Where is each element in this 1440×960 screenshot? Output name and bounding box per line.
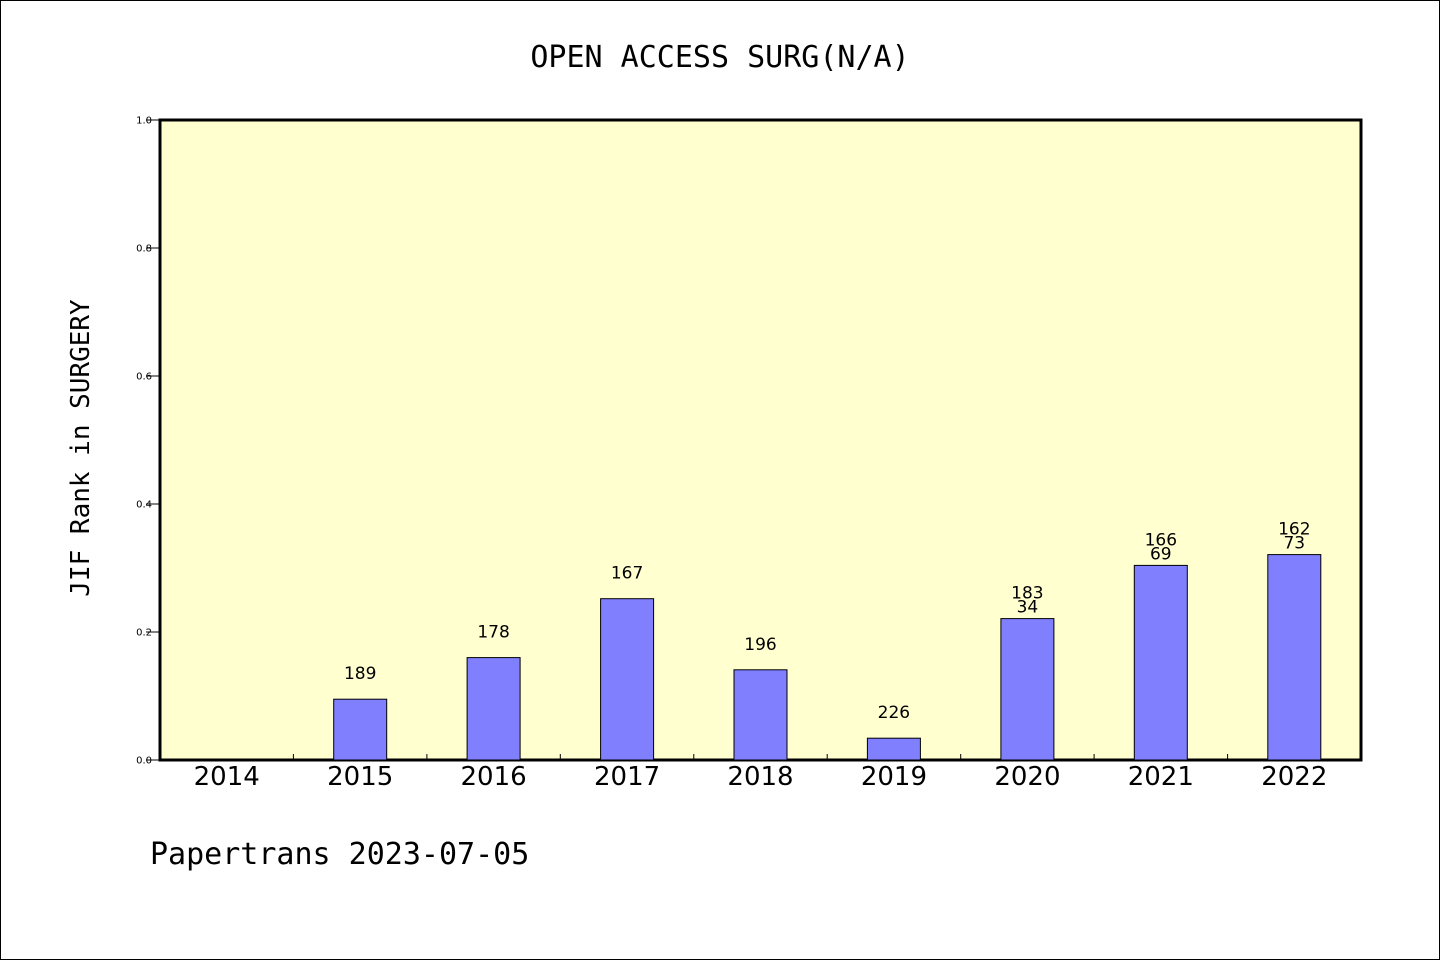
bar-value-label-2020-1: 34	[1017, 598, 1039, 618]
bar-value-label-2021-1: 69	[1150, 544, 1172, 564]
bar-value-label-2017-0: 167	[611, 564, 643, 584]
bar-2018	[733, 669, 788, 761]
bar-2017	[600, 598, 655, 761]
bar-value-label-2022-1: 73	[1283, 534, 1305, 554]
bar-value-label-2020-0: 183	[1011, 584, 1043, 604]
bars-group	[333, 554, 1322, 761]
bar-value-label-2021-0: 166	[1145, 530, 1177, 550]
bar-value-label-2015-0: 189	[344, 664, 376, 684]
bar-2015	[333, 698, 388, 761]
bar-2019	[866, 737, 921, 761]
bar-2021	[1133, 564, 1188, 761]
y-axis: 0.0 0.2 0.4 0.6 0.8 1.0	[136, 116, 160, 767]
bar-value-label-2019-0: 226	[878, 703, 910, 723]
y-axis-label: JIF Rank in SURGERY	[66, 299, 96, 597]
bar-2022	[1267, 554, 1322, 761]
bar-2020	[1000, 618, 1055, 761]
y-tick-label-3: 0.6	[136, 372, 152, 383]
x-axis: 2014 2015 2016 2017 2018 2019 2020 2021 2022	[194, 754, 1327, 792]
bar-value-label-2018-0: 196	[744, 635, 776, 655]
x-tick-label-2018: 2018	[727, 762, 793, 792]
bar-value-label-2016-0: 178	[477, 623, 509, 643]
x-tick-label-2017: 2017	[594, 762, 660, 792]
x-tick-label-2019: 2019	[861, 762, 927, 792]
y-tick-label-0: 0.0	[136, 756, 152, 767]
x-tick-label-2014: 2014	[194, 762, 260, 792]
y-tick-label-5: 1.0	[136, 116, 152, 127]
x-tick-label-2021: 2021	[1128, 762, 1194, 792]
chart-title: OPEN ACCESS SURG(N/A)	[530, 40, 909, 75]
y-tick-label-1: 0.2	[136, 628, 152, 639]
footer-text: Papertrans 2023-07-05	[150, 837, 529, 872]
x-tick-label-2015: 2015	[327, 762, 393, 792]
y-tick-label-2: 0.4	[136, 500, 152, 511]
x-tick-label-2022: 2022	[1261, 762, 1327, 792]
x-tick-label-2016: 2016	[461, 762, 527, 792]
y-tick-label-4: 0.8	[136, 244, 152, 255]
x-tick-label-2020: 2020	[994, 762, 1060, 792]
bar-2016	[466, 657, 521, 761]
bar-value-label-2022-0: 162	[1278, 520, 1310, 540]
